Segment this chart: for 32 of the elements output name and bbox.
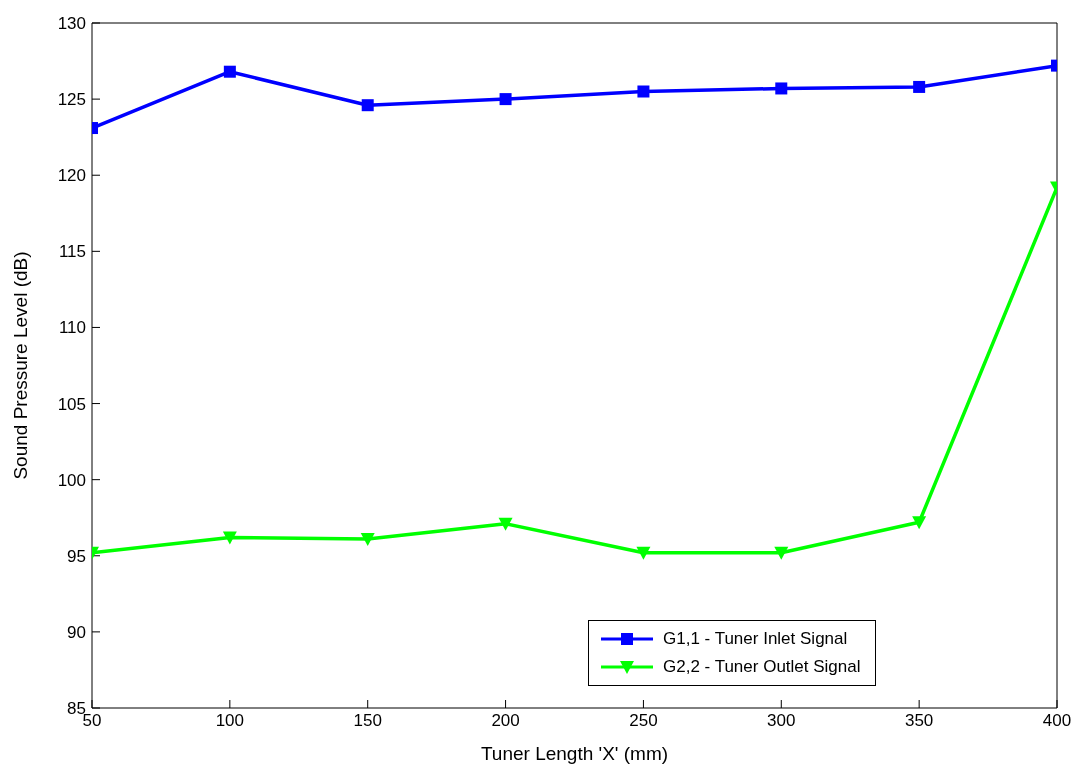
y-tick-label: 125	[57, 90, 86, 110]
x-tick-label: 100	[215, 711, 245, 731]
legend-label: G1,1 - Tuner Inlet Signal	[663, 629, 848, 649]
y-tick-label: 120	[57, 166, 86, 186]
y-axis-title: Sound Pressure Level (dB)	[9, 251, 31, 480]
point	[912, 516, 927, 530]
point	[361, 99, 374, 112]
point	[913, 80, 926, 93]
x-tick-label: 250	[629, 711, 658, 731]
point	[360, 533, 375, 547]
x-tick-label: 150	[353, 711, 382, 731]
y-tick-label: 95	[67, 546, 86, 566]
point	[498, 517, 513, 531]
y-tick-label: 105	[57, 394, 86, 414]
point	[774, 546, 789, 560]
x-tick-label: 200	[491, 711, 520, 731]
x-tick-label: 400	[1042, 711, 1072, 731]
point	[775, 82, 788, 95]
x-tick-label: 350	[904, 711, 934, 731]
y-tick-label: 90	[67, 622, 86, 642]
y-tick-label: 130	[57, 14, 86, 34]
y-tick-label: 100	[57, 470, 86, 490]
point	[637, 85, 650, 98]
y-tick-label: 115	[58, 242, 86, 262]
x-axis-title: Tuner Length 'X' (mm)	[480, 743, 669, 764]
point	[499, 93, 512, 106]
point	[636, 546, 651, 560]
point	[223, 65, 236, 78]
x-tick-label: 300	[767, 711, 796, 731]
legend-label: G2,2 - Tuner Outlet Signal	[663, 657, 861, 677]
point	[222, 531, 237, 545]
y-tick-label: 110	[58, 318, 86, 338]
